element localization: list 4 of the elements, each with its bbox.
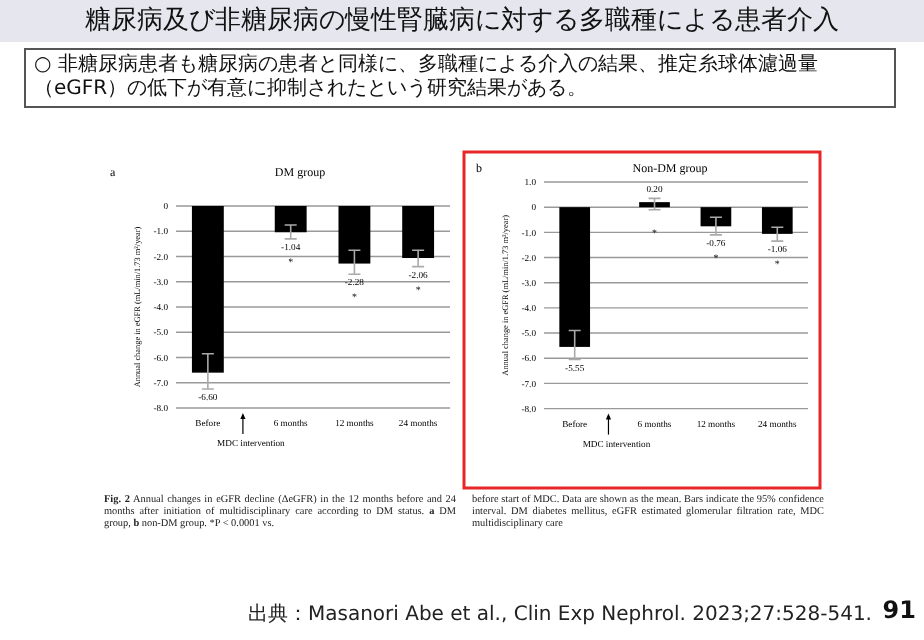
text: ○ 非糖尿病患者も糖尿病の患者と同様に、多職種による介入の結果、推定糸球体濾過量（eGFR）の低下が有意に抑制されたという研究結果がある。 [24, 48, 896, 108]
source-note: 出典：Masanori Abe et al., Clin Exp Nephrol. 2023;27:528-541. [248, 601, 872, 628]
text: 糖尿病及び非糖尿病の慢性腎臓病に対する多職種による患者介入 [0, 0, 924, 42]
text: 91 [882, 596, 916, 624]
